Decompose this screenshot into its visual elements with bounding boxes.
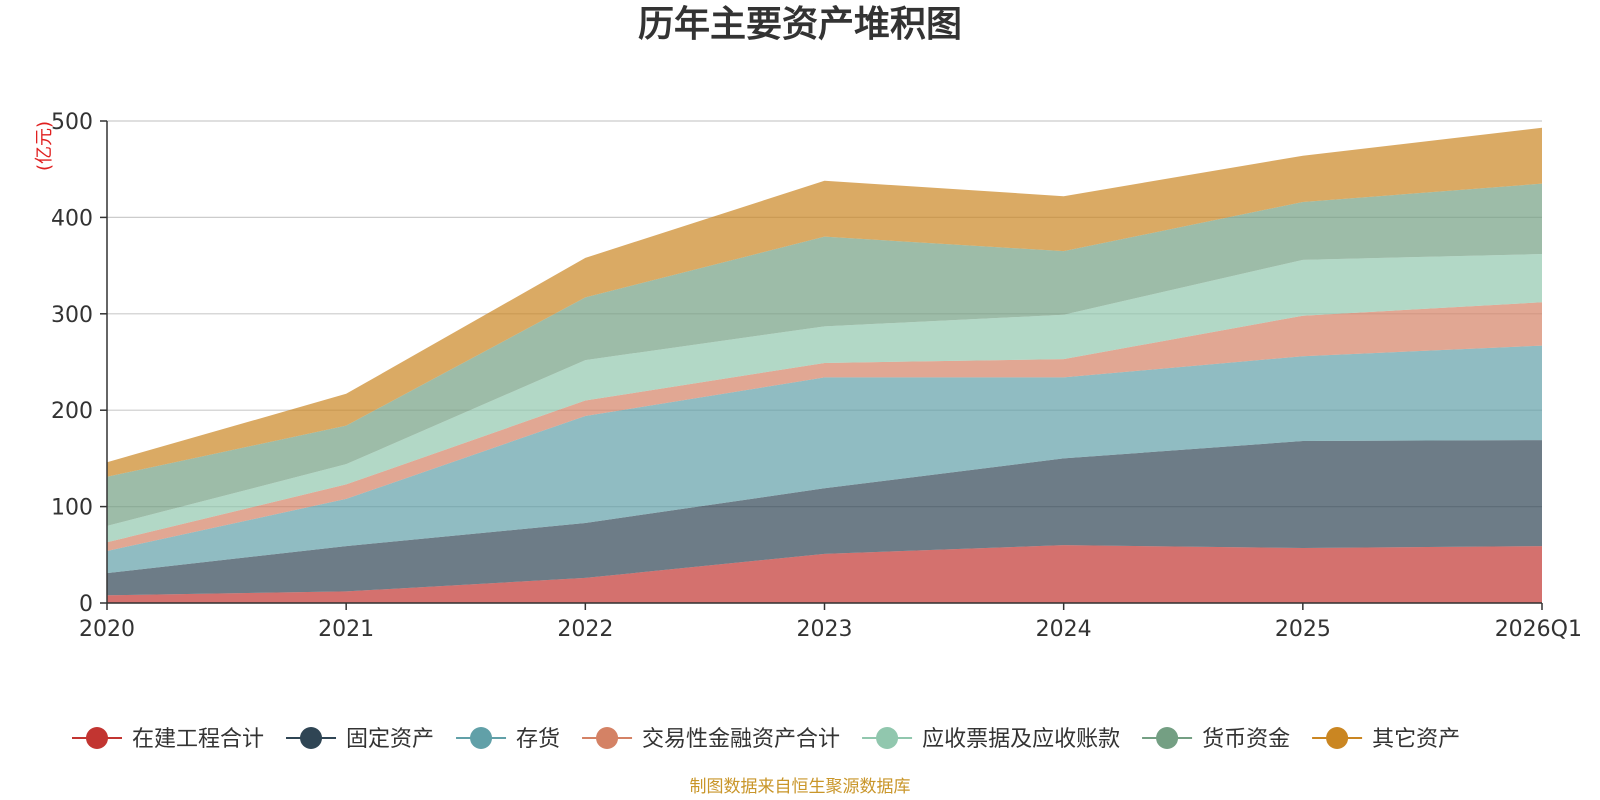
legend-marker (86, 727, 108, 749)
x-tick-label-2024: 2024 (1036, 617, 1092, 642)
x-tick-label-2021: 2021 (318, 617, 374, 642)
legend-marker (596, 727, 619, 749)
legend-label: 在建工程合计 (132, 727, 264, 752)
y-tick-label-400: 400 (51, 206, 93, 231)
source-note: 制图数据来自恒生聚源数据库 (690, 777, 911, 797)
legend-marker (300, 727, 323, 749)
area-series-2 (107, 345, 1542, 574)
y-axis-unit-label: (亿元) (34, 121, 55, 171)
legend-marker (470, 727, 493, 749)
legend-item-2[interactable]: 存货 (456, 727, 560, 752)
area-series-0 (107, 545, 1542, 603)
y-tick-label-100: 100 (51, 496, 93, 521)
legend-label: 货币资金 (1202, 727, 1290, 752)
legend-item-3[interactable]: 交易性金融资产合计 (582, 727, 840, 752)
x-tick-label-2023: 2023 (797, 617, 853, 642)
legend-marker (876, 727, 899, 749)
area-series-5 (107, 183, 1542, 526)
y-tick-label-200: 200 (51, 399, 93, 424)
legend-marker (1156, 727, 1179, 749)
legend-label: 存货 (516, 727, 560, 752)
legend[interactable]: 在建工程合计 固定资产 存货 交易性金融资产合计 应收票据及应收账款 货币资金 其它资产 (72, 727, 1460, 752)
x-tick-label-2022: 2022 (557, 617, 613, 642)
chart-title: 历年主要资产堆积图 (638, 4, 962, 45)
area-series-group (107, 127, 1542, 603)
legend-label: 固定资产 (346, 727, 434, 752)
legend-item-6[interactable]: 其它资产 (1312, 727, 1460, 752)
x-tick-label-2025: 2025 (1275, 617, 1331, 642)
area-series-4 (107, 254, 1542, 543)
legend-label: 应收票据及应收账款 (922, 727, 1120, 752)
area-series-6 (107, 127, 1542, 477)
legend-label: 交易性金融资产合计 (642, 727, 840, 752)
legend-item-4[interactable]: 应收票据及应收账款 (862, 727, 1120, 752)
legend-item-1[interactable]: 固定资产 (286, 727, 434, 752)
y-tick-label-500: 500 (51, 110, 93, 135)
legend-marker (1326, 727, 1349, 749)
legend-item-5[interactable]: 货币资金 (1142, 727, 1290, 752)
y-tick-label-0: 0 (79, 592, 93, 617)
area-series-1 (107, 440, 1542, 596)
x-tick-label-2020: 2020 (79, 617, 135, 642)
y-tick-label-300: 300 (51, 303, 93, 328)
x-tick-label-2026Q1: 2026Q1 (1495, 617, 1582, 642)
axes: 0 100 200 300 400 500 2020 2021 2022 2023 2024 2025… (51, 110, 1582, 642)
legend-label: 其它资产 (1372, 727, 1460, 752)
legend-item-0[interactable]: 在建工程合计 (72, 727, 264, 752)
area-series-3 (107, 302, 1542, 551)
